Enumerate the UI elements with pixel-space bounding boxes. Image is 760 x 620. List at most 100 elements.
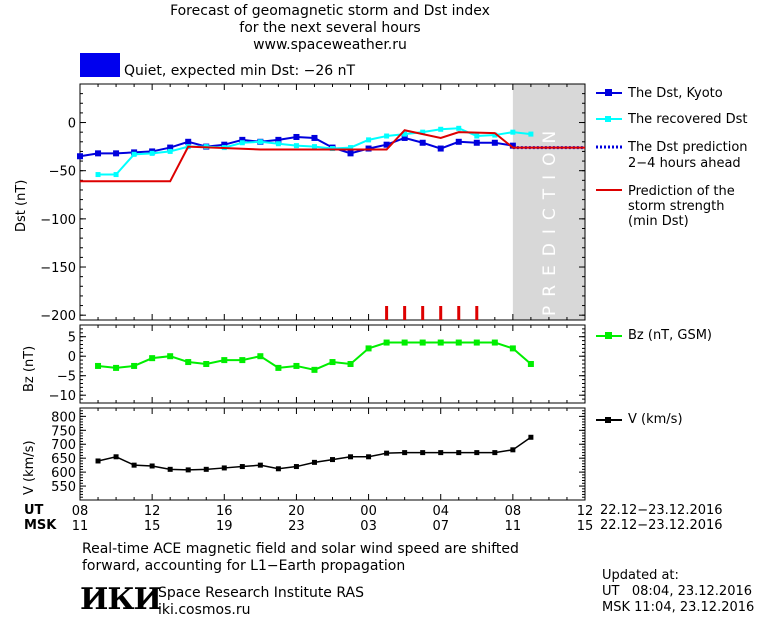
y-tick-label: 600 (51, 466, 76, 481)
y-tick-label: 750 (51, 424, 76, 439)
ut-tick-label: 16 (216, 504, 233, 519)
series-point (491, 339, 498, 346)
series-point (456, 125, 462, 131)
series-point (77, 153, 83, 160)
msk-tick-label: 11 (72, 519, 89, 534)
series-point (257, 353, 264, 360)
ut-tick-label: 08 (72, 504, 89, 519)
series-point (473, 139, 480, 146)
series-point (419, 339, 426, 346)
legend-storm-2: storm strength (628, 199, 725, 214)
series-point (311, 134, 318, 141)
series-point (185, 359, 192, 366)
series-point (401, 339, 408, 346)
y-tick-label: −150 (40, 261, 76, 276)
time-axis: 08 12 16 20 00 04 08 12 11 15 19 23 03 07 11 15 (72, 504, 594, 534)
bz-ylabel: Bz (nT) (22, 346, 37, 392)
series-point (509, 345, 516, 352)
series-point (167, 466, 173, 472)
legend-swatches (596, 89, 622, 339)
series-point (149, 463, 155, 469)
msk-tick-label: 03 (360, 519, 377, 534)
ut-tick-label: 12 (144, 504, 161, 519)
y-tick-label: 650 (51, 452, 76, 467)
series-point (311, 366, 318, 373)
institute-name: Space Research Institute RAS (158, 585, 364, 601)
legend-dst-kyoto: The Dst, Kyoto (628, 86, 723, 101)
series-point (275, 364, 282, 371)
series-point (257, 139, 263, 145)
series-point (348, 145, 354, 151)
legend-v-swatch (596, 417, 622, 423)
series-point (275, 136, 282, 143)
series-point (221, 357, 228, 364)
series-point (167, 353, 174, 360)
series-point (473, 339, 480, 346)
series-point (402, 131, 408, 137)
series-point (131, 462, 137, 468)
series-point (239, 136, 246, 143)
series-point (527, 361, 534, 367)
series-point (275, 466, 281, 472)
series-point (348, 454, 354, 460)
series-point (365, 345, 372, 352)
series-point (149, 150, 155, 156)
bz-panel: 5 0 −5 −10 (49, 324, 586, 404)
msk-tick-label: 15 (577, 519, 594, 534)
status-text: Quiet, expected min Dst: −26 nT (124, 63, 356, 79)
series-point (509, 142, 516, 149)
series-point (95, 150, 102, 157)
series-point (474, 450, 480, 456)
legend-dst-prediction-2: 2−4 hours ahead (628, 156, 741, 171)
title-line-3: www.spaceweather.ru (253, 37, 407, 53)
msk-tick-label: 07 (432, 519, 449, 534)
series-point (491, 139, 498, 146)
series-point (95, 458, 101, 464)
legend-dst-recovered: The recovered Dst (628, 112, 748, 127)
msk-date: 22.12−23.12.2016 (600, 518, 723, 533)
series-point (203, 466, 209, 472)
series-point (330, 457, 335, 463)
msk-label: MSK (24, 518, 57, 533)
prediction-label: PREDICTION (540, 122, 560, 316)
series-line (80, 129, 585, 183)
series-point (185, 138, 192, 145)
updated-label: Updated at: (602, 568, 679, 583)
series-point (293, 133, 300, 140)
series-point (456, 450, 462, 456)
panel-frame (79, 83, 586, 321)
msk-tick-label: 19 (216, 519, 233, 534)
ut-label: UT (24, 503, 44, 518)
status-color-box (80, 53, 120, 77)
series-point (492, 132, 498, 138)
title-line-1: Forecast of geomagnetic storm and Dst in… (170, 3, 490, 19)
series-point (383, 141, 390, 148)
y-tick-label: −200 (40, 309, 76, 324)
series-point (239, 140, 245, 146)
series-point (203, 361, 210, 367)
title-line-2: for the next several hours (239, 20, 421, 36)
series-point (510, 447, 516, 453)
series-point (474, 133, 480, 139)
series-point (275, 141, 281, 147)
dst-panel: PREDICTION 0 −50 −100 −150 −200 (40, 83, 586, 324)
institute-site[interactable]: iki.cosmos.ru (158, 602, 251, 618)
series-line (97, 341, 532, 371)
series-point (420, 450, 426, 456)
series-point (492, 450, 498, 456)
series-point (131, 362, 138, 369)
legend-dst-prediction-1: The Dst prediction (628, 140, 748, 155)
series-point (185, 467, 191, 473)
series-point (95, 362, 102, 369)
series-point (401, 134, 408, 141)
y-tick-label: 700 (51, 438, 76, 453)
series-point (95, 172, 101, 178)
series-point (311, 459, 317, 465)
footer-note-1: Real-time ACE magnetic field and solar w… (82, 541, 519, 557)
legend-bz: Bz (nT, GSM) (628, 328, 713, 343)
ut-tick-label: 00 (360, 504, 377, 519)
series-point (239, 464, 245, 470)
series-point (113, 150, 120, 157)
